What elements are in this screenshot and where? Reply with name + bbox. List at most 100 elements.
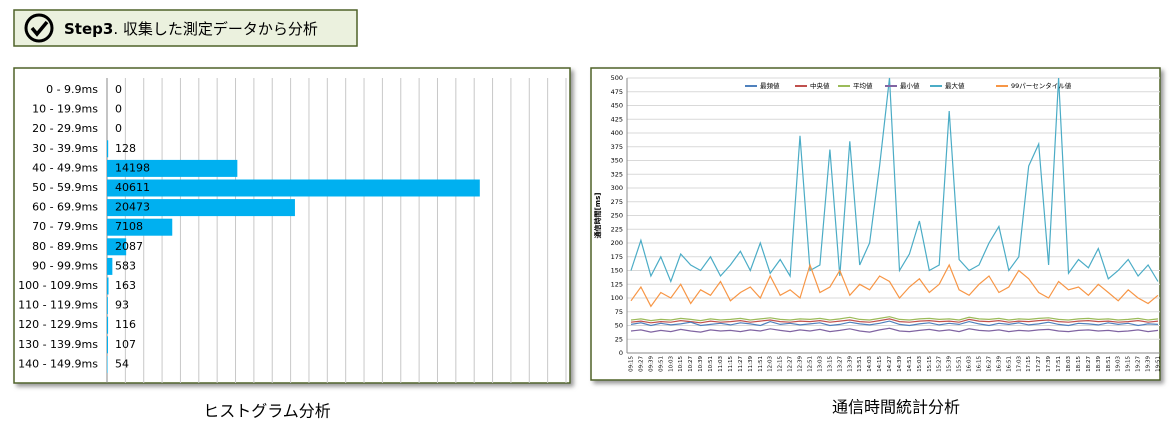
step: Step3 [64,20,113,38]
x-tick-label: 10:03 [668,356,674,372]
header-title: Step3. 収集した測定データから分析 [64,20,318,38]
bar [107,278,108,295]
x-tick-label: 10:15 [678,356,684,372]
y-tick-label: 80 - 89.9ms [32,240,98,253]
x-tick-label: 19:03 [1116,356,1122,372]
x-tick-label: 12:03 [768,356,774,372]
bar [107,317,108,334]
x-tick-label: 17:03 [1016,356,1022,372]
x-tick-label: 18:15 [1076,356,1082,372]
y-tick-label: 0 [619,349,623,357]
x-tick-label: 13:03 [817,356,823,372]
bar [107,336,108,353]
y-tick-label: 120 - 129.9ms [18,318,98,331]
x-tick-label: 09:39 [648,356,654,372]
bar [107,140,108,157]
x-tick-label: 12:15 [778,356,784,372]
data-label: 0 [115,122,122,135]
x-tick-label: 17:15 [1026,356,1032,372]
data-label: 116 [115,318,136,331]
x-tick-label: 15:39 [947,356,953,372]
x-tick-label: 11:15 [728,356,734,372]
legend-label: 最大値 [945,81,965,90]
y-tick-label: 140 - 149.9ms [18,357,98,370]
y-tick-label: 200 [611,239,623,247]
bar [107,297,108,314]
x-tick-label: 14:03 [867,356,873,372]
y-tick-label: 90 - 99.9ms [32,259,98,272]
x-tick-label: 15:27 [937,356,943,372]
x-tick-label: 09:15 [629,356,635,372]
x-tick-label: 18:03 [1066,356,1072,372]
legend-label: 99パーセンタイル値 [1011,81,1072,90]
y-tick-label: 0 - 9.9ms [46,83,98,96]
y-tick-label: 100 - 109.9ms [18,279,98,292]
y-tick-label: 425 [611,115,623,123]
y-tick-label: 400 [611,129,623,137]
y-tick-label: 10 - 19.9ms [32,103,98,116]
y-tick-label: 75 [615,308,623,316]
x-tick-label: 14:39 [897,356,903,372]
caption: ヒストグラム分析 [203,402,331,421]
x-tick-label: 14:27 [887,356,893,372]
y-tick-label: 375 [611,143,623,151]
x-tick-label: 18:27 [1086,356,1092,372]
x-tick-label: 19:39 [1146,356,1152,372]
data-label: 128 [115,142,136,155]
data-label: 2087 [115,240,143,253]
y-tick-label: 110 - 119.9ms [18,299,98,312]
y-tick-label: 50 - 59.9ms [32,181,98,194]
x-tick-label: 16:03 [967,356,973,372]
legend-label: 中央値 [810,81,830,90]
x-tick-label: 19:15 [1126,356,1132,372]
data-label: 20473 [115,201,150,214]
x-tick-label: 17:51 [1056,356,1062,372]
x-tick-label: 12:39 [798,356,804,372]
y-tick-label: 150 [611,267,623,275]
y-tick-label: 450 [611,102,623,110]
data-label: 583 [115,259,136,272]
x-tick-label: 11:27 [738,356,744,372]
x-tick-label: 17:39 [1046,356,1052,372]
y-tick-label: 30 - 39.9ms [32,142,98,155]
data-label: 54 [115,357,129,370]
x-tick-label: 18:51 [1106,356,1112,372]
x-tick-label: 11:51 [758,356,764,372]
data-label: 107 [115,338,136,351]
x-tick-label: 15:51 [957,356,963,372]
bar [107,258,112,275]
data-label: 40611 [115,181,150,194]
y-tick-label: 300 [611,184,623,192]
y-tick-label: 20 - 29.9ms [32,122,98,135]
y-tick-label: 250 [611,212,623,220]
x-tick-label: 19:27 [1136,356,1142,372]
timeseries-frame [591,68,1160,380]
y-tick-label: 100 [611,294,623,302]
legend-label: 最小値 [900,81,920,90]
x-tick-label: 16:27 [986,356,992,372]
x-tick-label: 13:51 [857,356,863,372]
x-tick-label: 14:15 [877,356,883,372]
y-tick-label: 60 - 69.9ms [32,201,98,214]
x-tick-label: 15:15 [927,356,933,372]
y-tick-label: 275 [611,198,623,206]
y-tick-label: 325 [611,170,623,178]
y-tick-label: 70 - 79.9ms [32,220,98,233]
y-tick-label: 175 [611,253,623,261]
y-tick-label: 225 [611,225,623,233]
legend-label: 平均値 [853,81,873,90]
data-label: 7108 [115,220,143,233]
x-tick-label: 10:51 [708,356,714,372]
x-tick-label: 11:39 [748,356,754,372]
x-tick-label: 12:27 [788,356,794,372]
x-tick-label: 10:27 [688,356,694,372]
y-axis-label: 通信時間[ms] [593,193,602,239]
x-tick-label: 15:03 [917,356,923,372]
data-label: 0 [115,103,122,116]
y-tick-label: 350 [611,157,623,165]
caption: 通信時間統計分析 [832,398,960,417]
y-tick-label: 475 [611,88,623,96]
x-tick-label: 09:27 [638,356,644,372]
